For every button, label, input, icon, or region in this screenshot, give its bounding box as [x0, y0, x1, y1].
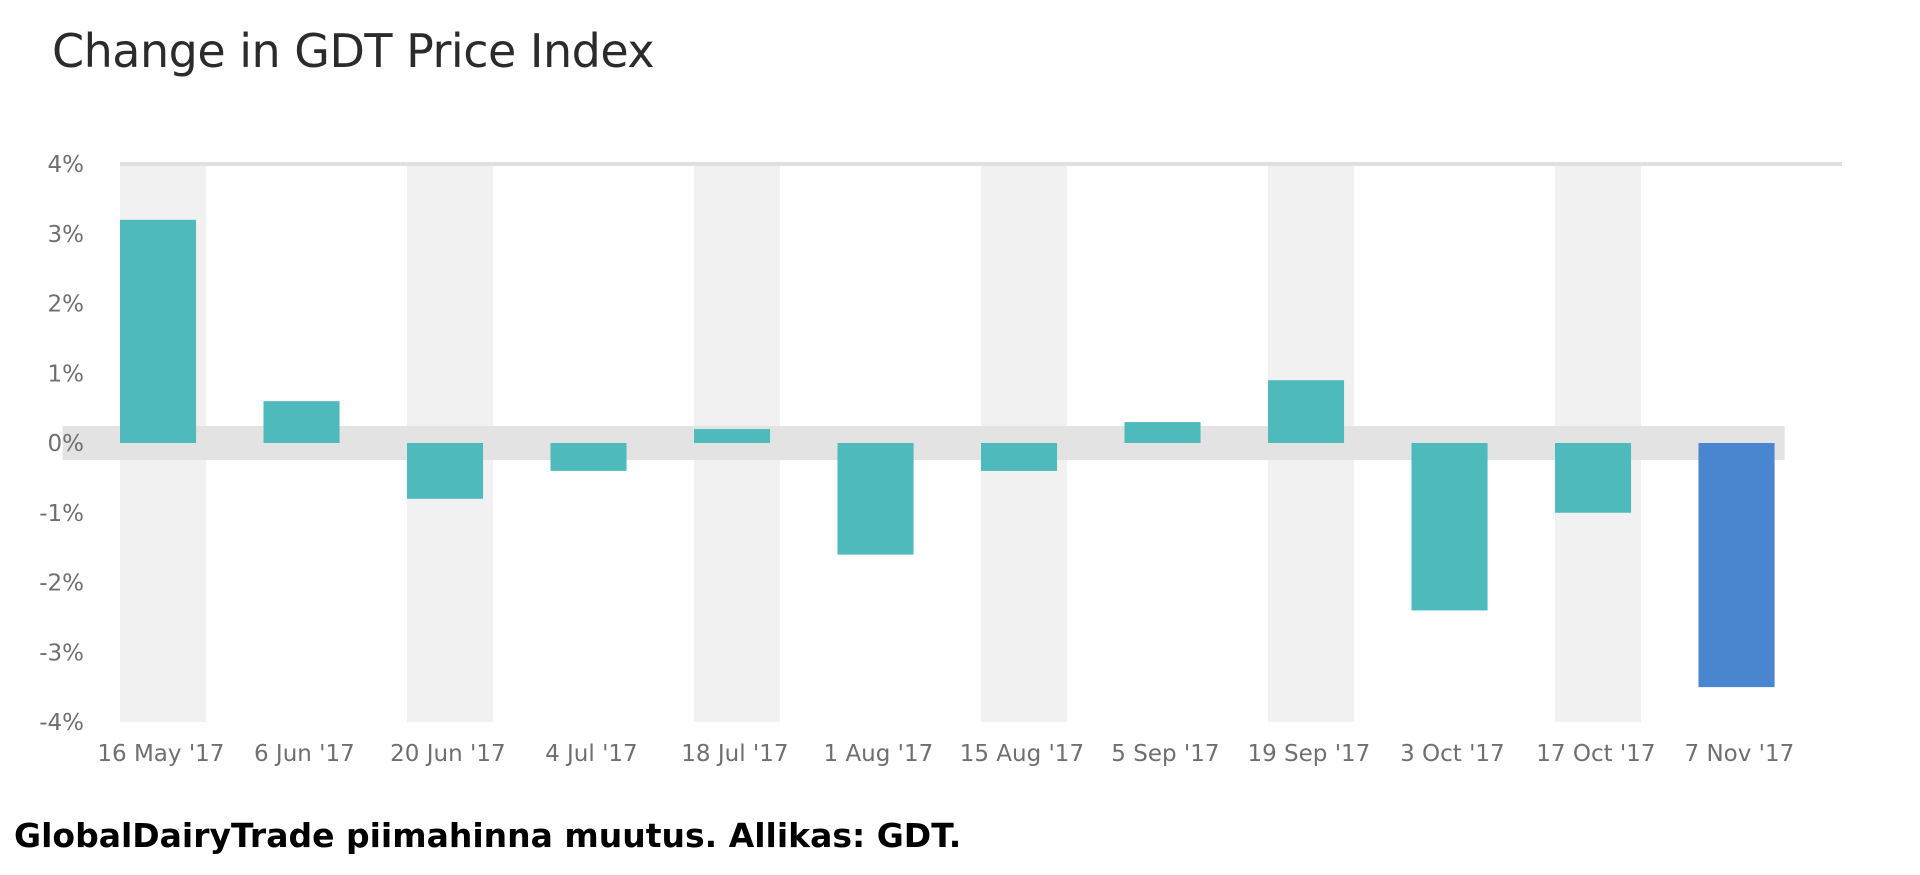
x-tick-label: 16 May '17 — [97, 741, 224, 767]
bar-chart: 4% 3% 2% 1% 0% -1% -2% -3% -4% 16 May '17 6 Jun '… — [39, 152, 1842, 767]
bar-2 — [263, 401, 340, 443]
y-tick-label: 1% — [48, 361, 85, 387]
x-tick-label: 17 Oct '17 — [1536, 741, 1655, 767]
y-tick-label: -4% — [39, 710, 84, 736]
x-tick-label: 15 Aug '17 — [960, 741, 1084, 767]
bar-10 — [1411, 443, 1488, 611]
bar-9 — [1268, 380, 1345, 443]
y-axis-ticks: 4% 3% 2% 1% 0% -1% -2% -3% -4% — [39, 152, 84, 736]
bar-8 — [1124, 422, 1201, 443]
y-tick-label: -3% — [39, 640, 84, 666]
x-tick-label: 1 Aug '17 — [824, 741, 934, 767]
x-tick-label: 20 Jun '17 — [390, 741, 505, 767]
bar-series — [120, 219, 1775, 688]
x-tick-label: 19 Sep '17 — [1247, 741, 1370, 767]
y-tick-label: -2% — [39, 571, 84, 597]
x-tick-label: 7 Nov '17 — [1685, 741, 1795, 767]
x-tick-label: 3 Oct '17 — [1400, 741, 1505, 767]
bar-7 — [981, 443, 1058, 471]
y-tick-label: 0% — [48, 431, 85, 457]
bar-4 — [550, 443, 627, 471]
x-axis-ticks: 16 May '17 6 Jun '17 20 Jun '17 4 Jul '17 18… — [97, 741, 1794, 767]
zero-band — [62, 426, 1785, 460]
bar-12 — [1698, 443, 1775, 688]
bar-6 — [837, 443, 914, 555]
bar-3 — [407, 443, 484, 499]
chart-title: Change in GDT Price Index — [52, 24, 655, 78]
bar-5 — [694, 429, 771, 443]
y-tick-label: 3% — [48, 222, 85, 248]
zero-line-band — [62, 426, 1785, 460]
x-tick-label: 4 Jul '17 — [545, 741, 638, 767]
y-tick-label: -1% — [39, 501, 84, 527]
y-tick-label: 2% — [48, 292, 85, 318]
figure-caption: GlobalDairyTrade piimahinna muutus. Alli… — [14, 816, 962, 855]
bar-1 — [120, 219, 197, 443]
x-tick-label: 6 Jun '17 — [254, 741, 355, 767]
x-tick-label: 18 Jul '17 — [681, 741, 788, 767]
y-tick-label: 4% — [48, 152, 85, 178]
x-tick-label: 5 Sep '17 — [1111, 741, 1219, 767]
bar-11 — [1555, 443, 1632, 513]
